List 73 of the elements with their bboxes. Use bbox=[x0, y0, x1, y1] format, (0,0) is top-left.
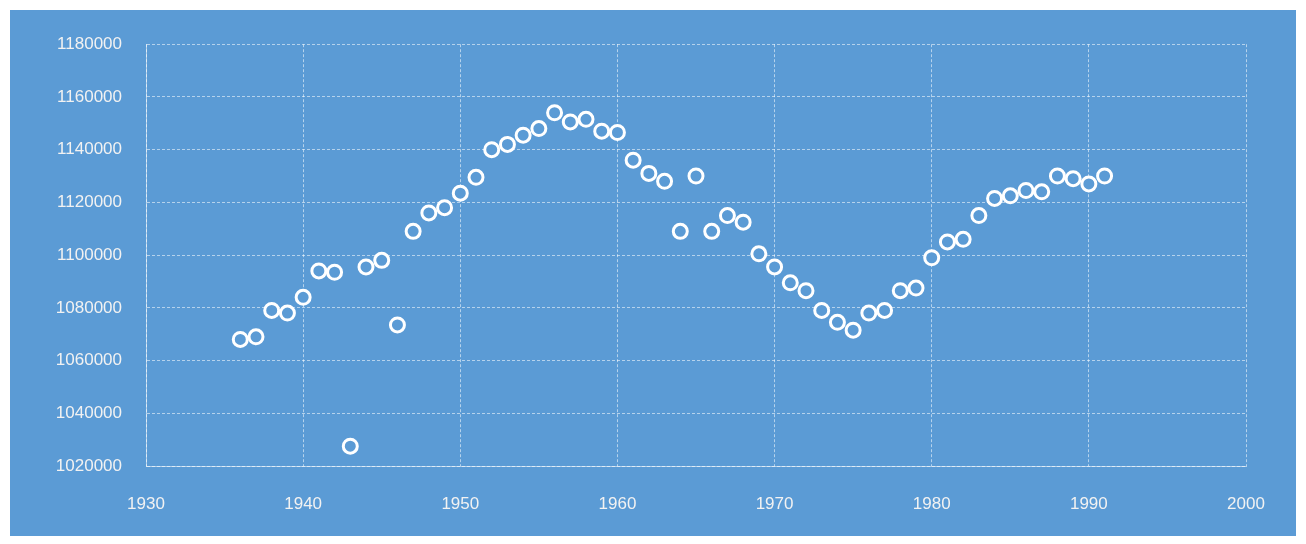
point bbox=[781, 274, 799, 292]
point bbox=[954, 230, 972, 248]
point bbox=[891, 282, 909, 300]
point bbox=[986, 189, 1004, 207]
point bbox=[263, 301, 281, 319]
point bbox=[624, 151, 642, 169]
point bbox=[907, 279, 925, 297]
point bbox=[1048, 167, 1066, 185]
point bbox=[608, 124, 626, 142]
point bbox=[1096, 167, 1114, 185]
point bbox=[247, 328, 265, 346]
point bbox=[1033, 183, 1051, 201]
point bbox=[294, 288, 312, 306]
point bbox=[546, 104, 564, 122]
y-tick-label: 1140000 bbox=[57, 139, 122, 159]
point bbox=[436, 199, 454, 217]
y-tick-label: 1060000 bbox=[55, 350, 122, 370]
point bbox=[1064, 170, 1082, 188]
point bbox=[718, 207, 736, 225]
point bbox=[876, 301, 894, 319]
y-tick-label: 1100000 bbox=[57, 244, 122, 264]
point bbox=[844, 321, 862, 339]
point bbox=[561, 113, 579, 131]
point bbox=[467, 168, 485, 186]
point bbox=[451, 184, 469, 202]
point bbox=[483, 141, 501, 159]
point bbox=[1017, 182, 1035, 200]
x-tick-label: 1960 bbox=[598, 493, 637, 513]
point bbox=[750, 245, 768, 263]
point bbox=[326, 263, 344, 281]
point bbox=[231, 330, 249, 348]
point bbox=[278, 304, 296, 322]
point bbox=[938, 233, 956, 251]
x-tick-label: 1940 bbox=[284, 493, 323, 513]
point bbox=[970, 207, 988, 225]
point bbox=[671, 222, 689, 240]
point bbox=[388, 316, 406, 334]
y-tick-label: 1180000 bbox=[57, 33, 122, 53]
point bbox=[341, 437, 359, 455]
point bbox=[766, 258, 784, 276]
point bbox=[498, 135, 516, 153]
point bbox=[310, 262, 328, 280]
point bbox=[420, 204, 438, 222]
point bbox=[923, 249, 941, 267]
point bbox=[813, 301, 831, 319]
y-tick-label: 1020000 bbox=[55, 455, 122, 475]
y-tick-label: 1040000 bbox=[55, 402, 122, 422]
point bbox=[530, 120, 548, 138]
point bbox=[656, 172, 674, 190]
point bbox=[860, 304, 878, 322]
x-tick-label: 2000 bbox=[1227, 493, 1265, 513]
point bbox=[404, 222, 422, 240]
point bbox=[373, 251, 391, 269]
point bbox=[703, 222, 721, 240]
point bbox=[1080, 175, 1098, 193]
point bbox=[734, 213, 752, 231]
point bbox=[577, 110, 595, 128]
point bbox=[357, 258, 375, 276]
y-tick-label: 1080000 bbox=[55, 297, 122, 317]
point bbox=[1001, 187, 1019, 205]
x-tick-label: 1930 bbox=[127, 493, 165, 513]
point bbox=[514, 126, 532, 144]
x-tick-label: 1980 bbox=[912, 493, 951, 513]
x-tick-label: 1990 bbox=[1069, 493, 1108, 513]
point bbox=[797, 282, 815, 300]
x-tick-label: 1950 bbox=[441, 493, 480, 513]
point bbox=[593, 122, 611, 140]
point bbox=[828, 313, 846, 331]
point bbox=[687, 167, 705, 185]
y-tick-label: 1160000 bbox=[57, 86, 122, 106]
x-tick-label: 1970 bbox=[755, 493, 794, 513]
y-tick-label: 1120000 bbox=[57, 192, 122, 212]
point bbox=[640, 164, 658, 182]
